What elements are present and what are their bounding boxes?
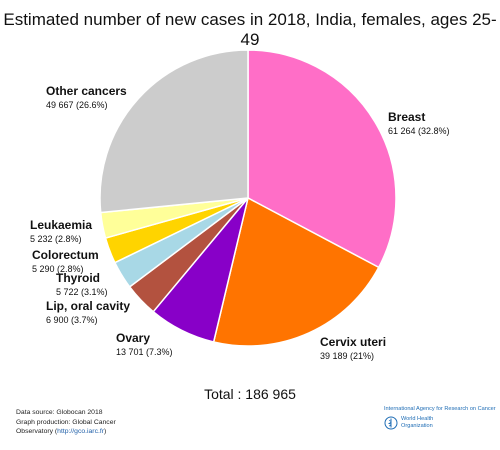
slice-label-ovary: Ovary xyxy=(116,331,150,345)
pie-slice-cervix-uteri xyxy=(212,196,380,347)
who-line-1: World Health xyxy=(401,416,434,422)
slice-value-thyroid: 5 722 (3.1%) xyxy=(56,287,108,297)
slice-label-other-cancers: Other cancers xyxy=(46,84,127,98)
slice-value-cervix-uteri: 39 189 (21%) xyxy=(320,351,374,361)
iarc-logo-text: International Agency for Research on Can… xyxy=(384,406,496,412)
who-logo: World Health Organization xyxy=(384,416,433,430)
source-line-1: Data source: Globocan 2018 xyxy=(16,409,103,416)
slice-label-leukaemia: Leukaemia xyxy=(30,218,92,232)
data-source: Data source: Globocan 2018 Graph product… xyxy=(16,408,116,437)
slice-label-breast: Breast xyxy=(388,110,425,124)
source-line-3: Observatory (http://gco.iarc.fr) xyxy=(16,427,116,437)
source-line-2: Graph production: Global Cancer xyxy=(16,418,116,426)
slice-label-cervix-uteri: Cervix uteri xyxy=(320,335,386,349)
chart-title: Estimated number of new cases in 2018, I… xyxy=(3,10,497,49)
source-prefix: Observatory ( xyxy=(16,428,58,435)
slice-value-colorectum: 5 290 (2.8%) xyxy=(32,264,84,274)
slice-label-lip-oral-cavity: Lip, oral cavity xyxy=(46,299,130,313)
slice-value-ovary: 13 701 (7.3%) xyxy=(116,347,173,357)
slice-value-leukaemia: 5 232 (2.8%) xyxy=(30,234,82,244)
slice-label-colorectum: Colorectum xyxy=(32,248,99,262)
slice-label-thyroid: Thyroid xyxy=(56,271,100,285)
pie-slice-breast xyxy=(247,49,397,269)
source-suffix: ) xyxy=(104,428,107,435)
who-line-2: Organization xyxy=(401,423,433,429)
source-link[interactable]: http://gco.iarc.fr xyxy=(57,428,105,435)
total-label: Total : 186 965 xyxy=(204,386,296,402)
pie-slice-other-cancers xyxy=(99,49,249,214)
who-emblem-icon xyxy=(384,416,398,430)
slice-value-other-cancers: 49 667 (26.6%) xyxy=(46,100,108,110)
slice-value-lip-oral-cavity: 6 900 (3.7%) xyxy=(46,315,98,325)
slice-value-breast: 61 264 (32.8%) xyxy=(388,126,450,136)
